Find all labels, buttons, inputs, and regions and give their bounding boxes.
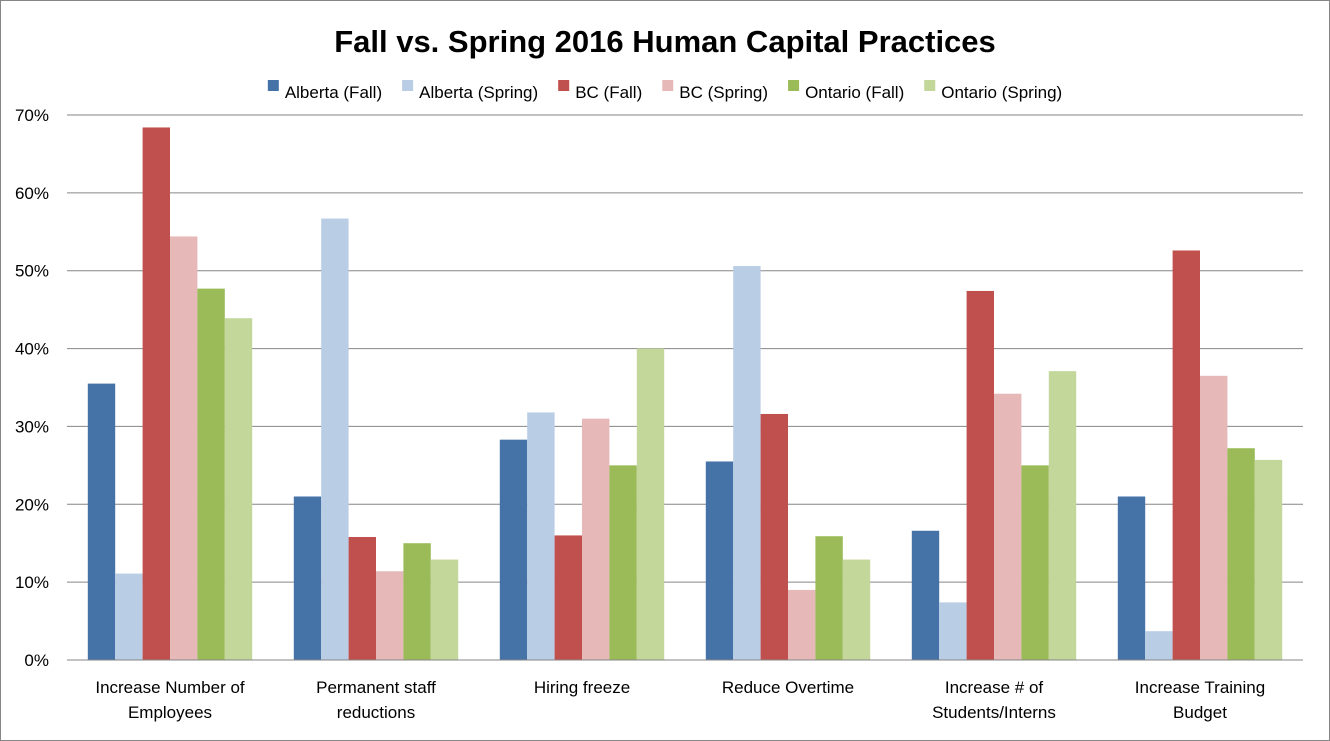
x-tick-label: Hiring freeze bbox=[534, 678, 630, 697]
y-tick-label: 10% bbox=[15, 573, 49, 592]
bar bbox=[554, 535, 582, 660]
bar bbox=[115, 573, 143, 660]
bar bbox=[842, 559, 871, 660]
bar bbox=[170, 236, 198, 660]
x-tick-label: reductions bbox=[337, 703, 415, 722]
bar bbox=[293, 496, 322, 660]
bar bbox=[348, 536, 376, 660]
legend-item: Alberta (Spring) bbox=[402, 80, 538, 102]
chart-title: Fall vs. Spring 2016 Human Capital Pract… bbox=[334, 24, 996, 59]
gridlines bbox=[67, 114, 1303, 583]
bar bbox=[1117, 496, 1146, 660]
bar bbox=[733, 266, 761, 660]
bar bbox=[142, 127, 170, 660]
bar bbox=[376, 571, 404, 660]
bar bbox=[1172, 250, 1200, 660]
bar bbox=[1048, 371, 1077, 660]
y-tick-label: 0% bbox=[24, 651, 49, 670]
bar bbox=[1145, 631, 1173, 660]
bar bbox=[1021, 465, 1049, 660]
x-tick-label: Reduce Overtime bbox=[722, 678, 854, 697]
legend-label: Ontario (Fall) bbox=[805, 83, 904, 102]
y-tick-label: 40% bbox=[15, 340, 49, 359]
bar bbox=[994, 393, 1022, 660]
legend-item: BC (Spring) bbox=[662, 80, 768, 102]
legend-swatch bbox=[662, 80, 674, 91]
bar bbox=[224, 318, 253, 660]
bar bbox=[815, 536, 843, 660]
bar bbox=[499, 439, 528, 660]
bar bbox=[1200, 375, 1228, 660]
bar bbox=[636, 348, 665, 660]
y-tick-label: 30% bbox=[15, 417, 49, 436]
legend-item: Ontario (Spring) bbox=[924, 80, 1062, 102]
bar bbox=[911, 530, 940, 660]
x-axis-labels: Increase Number of Employees Permanent sta… bbox=[95, 678, 1265, 722]
legend: Alberta (Fall) Alberta (Spring) BC (Fall) B… bbox=[267, 80, 1062, 102]
legend-swatch bbox=[924, 80, 936, 91]
bar bbox=[87, 383, 116, 660]
legend-label: BC (Spring) bbox=[679, 83, 768, 102]
bar bbox=[197, 288, 225, 660]
legend-label: BC (Fall) bbox=[575, 83, 642, 102]
legend-label: Alberta (Spring) bbox=[419, 83, 538, 102]
bars bbox=[87, 127, 1283, 661]
bar bbox=[403, 543, 431, 660]
legend-label: Ontario (Spring) bbox=[941, 83, 1062, 102]
x-tick-label: Students/Interns bbox=[932, 703, 1056, 722]
legend-item: Ontario (Fall) bbox=[788, 80, 904, 102]
bar bbox=[939, 602, 967, 660]
y-tick-label: 60% bbox=[15, 184, 49, 203]
bar bbox=[321, 218, 349, 661]
legend-swatch bbox=[402, 80, 414, 91]
bar bbox=[527, 412, 555, 660]
bar bbox=[760, 413, 788, 660]
y-tick-label: 70% bbox=[15, 106, 49, 125]
legend-item: Alberta (Fall) bbox=[267, 80, 382, 102]
bar bbox=[1254, 459, 1283, 660]
bar bbox=[582, 418, 610, 660]
bar bbox=[430, 559, 459, 660]
legend-label: Alberta (Fall) bbox=[285, 83, 382, 102]
bar bbox=[966, 290, 994, 660]
x-tick-label: Increase Training bbox=[1135, 678, 1265, 697]
x-tick-label: Increase Number of bbox=[95, 678, 245, 697]
x-tick-label: Employees bbox=[128, 703, 212, 722]
bar bbox=[1227, 448, 1255, 660]
legend-swatch bbox=[558, 80, 570, 91]
x-tick-label: Budget bbox=[1173, 703, 1227, 722]
y-axis-ticks: 0% 10% 20% 30% 40% 50% 60% 70% bbox=[15, 106, 49, 670]
legend-swatch bbox=[267, 80, 279, 91]
legend-item: BC (Fall) bbox=[558, 80, 642, 102]
x-tick-label: Permanent staff bbox=[316, 678, 436, 697]
bar bbox=[705, 461, 734, 660]
bar bbox=[788, 589, 816, 660]
y-tick-label: 20% bbox=[15, 495, 49, 514]
y-tick-label: 50% bbox=[15, 262, 49, 281]
legend-swatch bbox=[788, 80, 800, 91]
bar bbox=[609, 465, 637, 660]
x-tick-label: Increase # of bbox=[945, 678, 1044, 697]
